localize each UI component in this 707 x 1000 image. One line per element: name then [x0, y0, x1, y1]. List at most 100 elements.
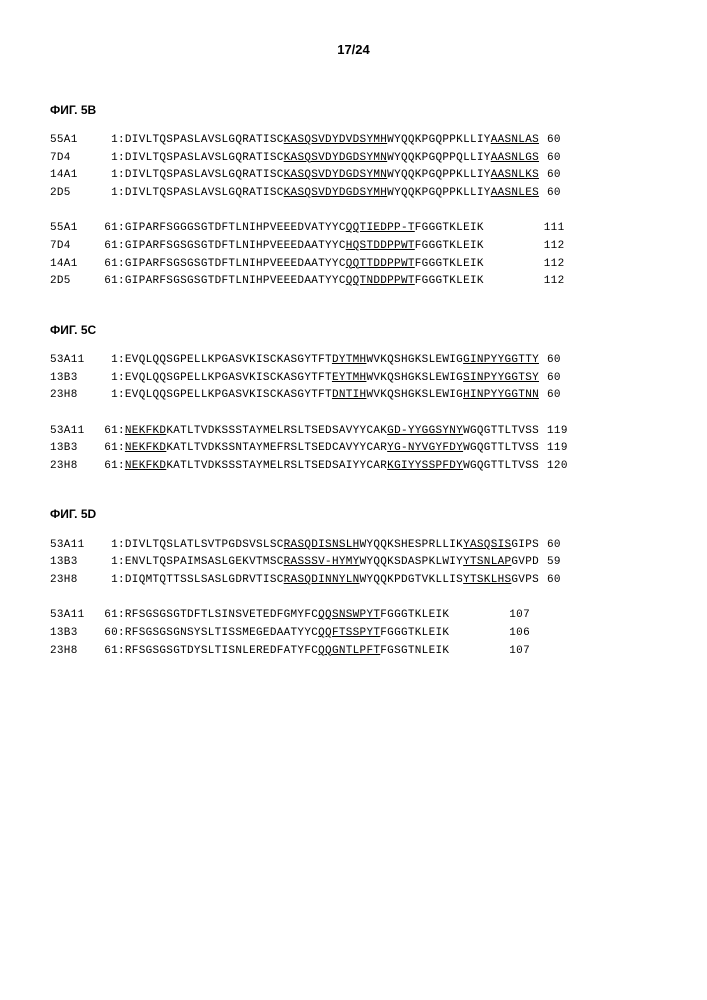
page-number: 17/24 — [50, 40, 657, 61]
sequence-row: 53A111:DIVLTQSLATLSVTPGDSVSLSCRASQDISNSL… — [50, 537, 657, 555]
sequence-segment-underlined: NEKFKD — [125, 442, 166, 454]
sequence-text: :DIVLTQSPASLAVSLGQRATISCKASQSVDYDVDSYMHW… — [118, 134, 539, 146]
sequence-segment-underlined: QQGNTLPFT — [318, 645, 380, 657]
sequence-text: :DIQMTQTTSSLSASLGDRVTISCRASQDINNYLNWYQQK… — [118, 574, 539, 586]
sequence-row: 55A161:GIPARFSGGGSGTDFTLNIHPVEEEDVATYYCQ… — [50, 220, 657, 238]
sequence-start: 1 — [94, 370, 118, 388]
sequence-row: 13B31:ENVLTQSPAIMSASLGEKVTMSCRASSSV-HYMY… — [50, 554, 657, 572]
sequence-segment: :RFSGSGSGTDYSLTISNLEREDFATYFC — [118, 645, 318, 657]
sequence-label: 55A1 — [50, 132, 94, 150]
sequence-row: 23H861:RFSGSGSGTDYSLTISNLEREDFATYFCQQGNT… — [50, 643, 657, 661]
sequence-end: 60 — [547, 167, 561, 185]
sequence-segment: FGGGTKLEIK — [380, 609, 449, 621]
sequence-segment: :GIPARFSGGGSGTDFTLNIHPVEEEDVATYYC — [118, 222, 346, 234]
sequence-row: 7D41:DIVLTQSPASLAVSLGQRATISCKASQSVDYDGDS… — [50, 150, 657, 168]
sequence-start: 1 — [94, 554, 118, 572]
sequence-segment: :EVQLQQSGPELLKPGASVKISCKASGYTFT — [118, 389, 332, 401]
sequence-segment: : — [118, 442, 125, 454]
figure-title: ФИГ. 5C — [50, 321, 657, 340]
sequence-segment: GIPS — [511, 539, 539, 551]
sequence-segment: WYQQKPGQPPKLLIY — [387, 134, 491, 146]
sequence-segment-underlined: KASQSVDYDGDSYMN — [284, 152, 388, 164]
sequence-row: 53A111:EVQLQQSGPELLKPGASVKISCKASGYTFTDYT… — [50, 352, 657, 370]
sequence-segment: WVKQSHGKSLEWIG — [366, 372, 463, 384]
sequence-start: 61 — [94, 607, 118, 625]
sequence-label: 53A11 — [50, 423, 94, 441]
sequence-segment-underlined: DNTIH — [332, 389, 367, 401]
sequence-segment: :EVQLQQSGPELLKPGASVKISCKASGYTFT — [118, 372, 332, 384]
sequence-segment-underlined: EYTMH — [332, 372, 367, 384]
sequence-end: 119 — [547, 440, 568, 458]
sequence-segment-underlined: DYTMH — [332, 354, 367, 366]
sequence-segment: :DIVLTQSPASLAVSLGQRATISC — [118, 187, 284, 199]
sequence-segment: FGGGTKLEIK — [415, 222, 484, 234]
sequence-segment: WYQQKSDASPKLWIY — [360, 556, 464, 568]
sequence-segment: WVKQSHGKSLEWIG — [366, 389, 463, 401]
sequence-segment: :GIPARFSGSGSGTDFTLNIHPVEEEDAATYYC — [118, 275, 346, 287]
sequence-start: 1 — [94, 537, 118, 555]
sequence-label: 7D4 — [50, 150, 94, 168]
sequence-label: 13B3 — [50, 440, 94, 458]
sequence-text: :RFSGSGSGTDFTLSINSVETEDFGMYFCQQSNSWPYTFG… — [118, 609, 449, 621]
sequence-segment-underlined: QQTIEDPP-T — [346, 222, 415, 234]
sequence-row: 2D561:GIPARFSGSGSGTDFTLNIHPVEEEDAATYYCQQ… — [50, 273, 657, 291]
sequence-segment-underlined: YTSNLAP — [463, 556, 511, 568]
sequence-segment: :DIVLTQSPASLAVSLGQRATISC — [118, 152, 284, 164]
figures-container: ФИГ. 5B55A11:DIVLTQSPASLAVSLGQRATISCKASQ… — [50, 101, 657, 660]
sequence-segment-underlined: QQSNSWPYT — [318, 609, 380, 621]
sequence-end: 60 — [547, 132, 561, 150]
sequence-row: 13B360:RFSGSGSGNSYSLTISSMEGEDAATYYCQQFTS… — [50, 625, 657, 643]
sequence-start: 61 — [94, 423, 118, 441]
sequence-segment-underlined: NEKFKD — [125, 425, 166, 437]
sequence-segment: : — [118, 425, 125, 437]
sequence-segment: KATLTVDKSSSTAYMELRSLTSEDSAVYYCAK — [166, 425, 387, 437]
sequence-segment: GVPD — [511, 556, 539, 568]
sequence-start: 1 — [94, 185, 118, 203]
sequence-segment-underlined: KASQSVDYDVDSYMH — [284, 134, 388, 146]
sequence-label: 23H8 — [50, 572, 94, 590]
sequence-segment-underlined: AASNLES — [491, 187, 539, 199]
sequence-segment: : — [118, 460, 125, 472]
sequence-segment-underlined: KASQSVDYDGDSYMH — [284, 187, 388, 199]
sequence-label: 23H8 — [50, 387, 94, 405]
sequence-label: 14A1 — [50, 167, 94, 185]
sequence-start: 1 — [94, 150, 118, 168]
sequence-segment: :DIVLTQSPASLAVSLGQRATISC — [118, 169, 284, 181]
sequence-end: 60 — [547, 572, 561, 590]
sequence-segment: WYQQKPGQPPQLLIY — [387, 152, 491, 164]
sequence-text: :GIPARFSGSGSGTDFTLNIHPVEEEDAATYYCQQTNDDP… — [118, 275, 484, 287]
sequence-label: 13B3 — [50, 625, 94, 643]
sequence-row: 53A1161:RFSGSGSGTDFTLSINSVETEDFGMYFCQQSN… — [50, 607, 657, 625]
sequence-start: 1 — [94, 572, 118, 590]
sequence-text: :GIPARFSGSGSGTDFTLNIHPVEEEDAATYYCQQTTDDP… — [118, 258, 484, 270]
sequence-segment-underlined: GD-YYGGSYNY — [387, 425, 463, 437]
sequence-block: 53A1161:RFSGSGSGTDFTLSINSVETEDFGMYFCQQSN… — [50, 607, 657, 660]
sequence-label: 53A11 — [50, 352, 94, 370]
sequence-segment-underlined: QQTNDDPPWT — [346, 275, 415, 287]
sequence-start: 61 — [94, 256, 118, 274]
sequence-end: 107 — [509, 607, 530, 625]
sequence-segment: :ENVLTQSPAIMSASLGEKVTMSC — [118, 556, 284, 568]
sequence-segment-underlined: NEKFKD — [125, 460, 166, 472]
sequence-end: 106 — [509, 625, 530, 643]
sequence-label: 7D4 — [50, 238, 94, 256]
sequence-start: 1 — [94, 387, 118, 405]
sequence-end: 60 — [547, 537, 561, 555]
sequence-row: 23H81:EVQLQQSGPELLKPGASVKISCKASGYTFTDNTI… — [50, 387, 657, 405]
figure-title: ФИГ. 5B — [50, 101, 657, 120]
sequence-text: :NEKFKDKATLTVDKSSNTAYMEFRSLTSEDCAVYYCARY… — [118, 442, 539, 454]
sequence-segment: :EVQLQQSGPELLKPGASVKISCKASGYTFT — [118, 354, 332, 366]
sequence-label: 2D5 — [50, 273, 94, 291]
sequence-start: 61 — [94, 440, 118, 458]
sequence-start: 1 — [94, 167, 118, 185]
sequence-label: 14A1 — [50, 256, 94, 274]
sequence-segment: WGQGTTLTVSS — [463, 425, 539, 437]
sequence-block: 55A11:DIVLTQSPASLAVSLGQRATISCKASQSVDYDVD… — [50, 132, 657, 202]
sequence-segment-underlined: QQTTDDPPWT — [346, 258, 415, 270]
sequence-end: 112 — [544, 273, 565, 291]
sequence-end: 120 — [547, 458, 568, 476]
sequence-text: :RFSGSGSGNSYSLTISSMEGEDAATYYCQQFTSSPYTFG… — [118, 627, 449, 639]
sequence-segment: WYQQKPGQPPKLLIY — [387, 187, 491, 199]
sequence-text: :RFSGSGSGTDYSLTISNLEREDFATYFCQQGNTLPFTFG… — [118, 645, 449, 657]
sequence-row: 14A161:GIPARFSGSGSGTDFTLNIHPVEEEDAATYYCQ… — [50, 256, 657, 274]
